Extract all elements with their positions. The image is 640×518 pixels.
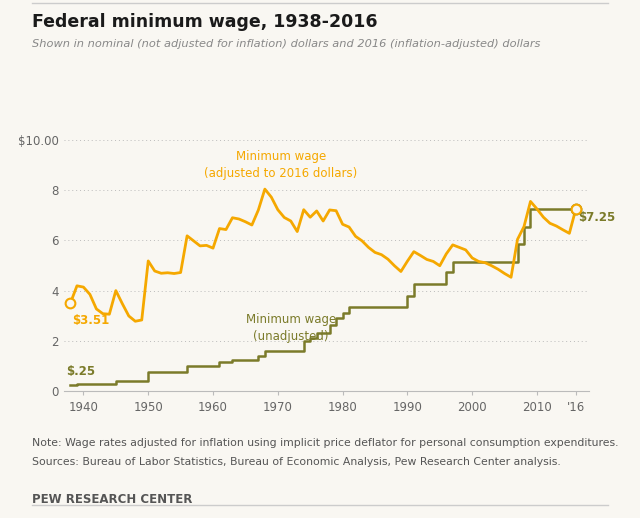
Text: Sources: Bureau of Labor Statistics, Bureau of Economic Analysis, Pew Research C: Sources: Bureau of Labor Statistics, Bur… (32, 457, 561, 467)
Text: Note: Wage rates adjusted for inflation using implicit price deflator for person: Note: Wage rates adjusted for inflation … (32, 438, 618, 448)
Text: Minimum wage
(adjusted to 2016 dollars): Minimum wage (adjusted to 2016 dollars) (204, 150, 358, 180)
Text: Federal minimum wage, 1938-2016: Federal minimum wage, 1938-2016 (32, 13, 378, 31)
Text: $7.25: $7.25 (578, 211, 615, 224)
Text: $.25: $.25 (66, 365, 95, 378)
Text: $3.51: $3.51 (72, 314, 109, 327)
Text: PEW RESEARCH CENTER: PEW RESEARCH CENTER (32, 493, 193, 506)
Text: Shown in nominal (not adjusted for inflation) dollars and 2016 (inflation-adjust: Shown in nominal (not adjusted for infla… (32, 39, 540, 49)
Text: Minimum wage
(unadjusted): Minimum wage (unadjusted) (246, 313, 336, 343)
